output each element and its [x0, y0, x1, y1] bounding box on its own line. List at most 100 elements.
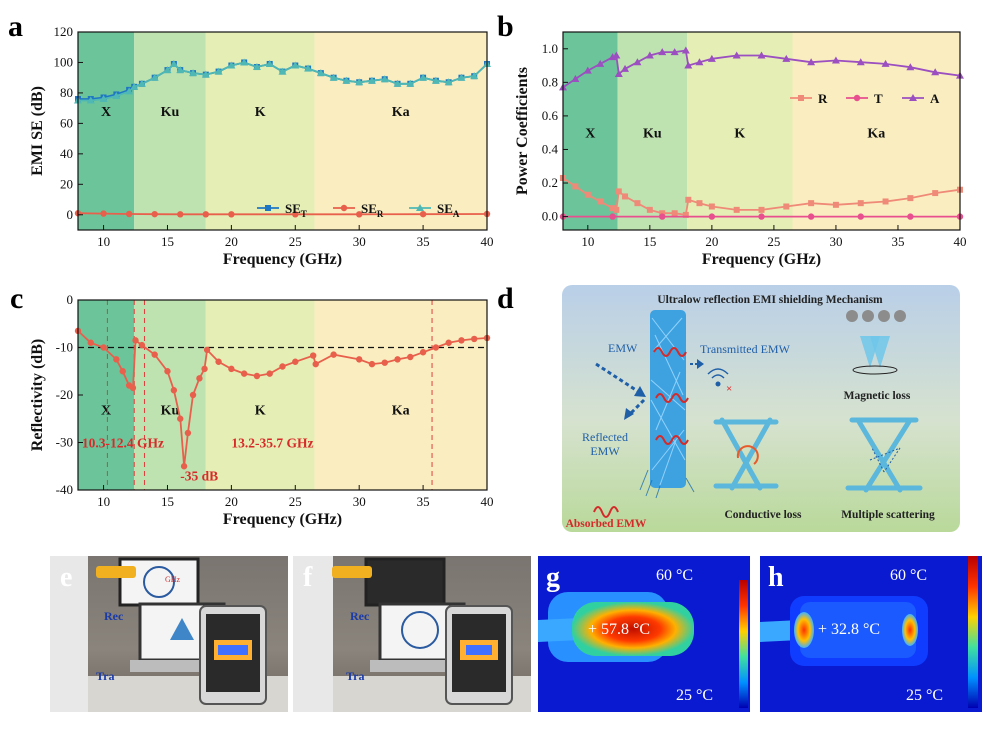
data-point [125, 87, 134, 95]
panel-letter-b: b [497, 10, 514, 43]
monitor-text: GHz [165, 575, 181, 584]
data-point [129, 384, 137, 392]
data-point [708, 203, 715, 210]
data-point [609, 205, 616, 212]
data-point [931, 68, 940, 76]
data-point [164, 368, 171, 375]
data-point [189, 69, 198, 77]
data-point [329, 73, 338, 81]
transmitted-label: Transmitted EMW [700, 342, 791, 356]
data-point [137, 79, 146, 87]
legend-label-2: A [930, 91, 940, 106]
data-point [309, 352, 317, 359]
hot-spot-left [794, 612, 814, 648]
data-point [645, 51, 654, 59]
thermal-g: + 57.8 °C 60 °C 25 °C g [538, 556, 750, 712]
data-point [184, 429, 192, 437]
band-label-k: K [255, 105, 266, 120]
y-tick-label: -30 [56, 435, 73, 450]
x-tick-label: 30 [353, 234, 366, 249]
data-point [613, 206, 620, 213]
band-label-k: K [255, 403, 266, 418]
y-tick-label: 0.2 [542, 175, 558, 190]
absorbed-wave-icon [593, 506, 619, 518]
data-point [881, 59, 890, 67]
data-point [394, 356, 401, 363]
x-tick-label: 20 [225, 494, 238, 509]
chart-b: X Ku K Ka 10 15 20 25 30 35 40 0.0 0.2 0.4 0.6 0.8 1.0 Fr… [514, 31, 967, 268]
x-tick-label: 15 [161, 234, 174, 249]
data-point [151, 351, 158, 358]
data-point [180, 463, 188, 470]
panel-letter-c: c [10, 282, 23, 315]
lab-coat [50, 556, 88, 712]
y-axis-label: Reflectivity (dB) [29, 339, 46, 451]
data-point [393, 79, 402, 87]
data-point [807, 58, 816, 66]
rec-label-e: Rec [104, 609, 124, 623]
band-k [687, 32, 793, 230]
data-point [572, 183, 579, 190]
x-tick-label: 30 [353, 494, 366, 509]
band-label-x: X [101, 105, 111, 120]
data-point [100, 210, 107, 217]
scattering-paths [869, 447, 901, 473]
thermal-g-colorbar [739, 580, 748, 708]
y-tick-label: 0 [67, 207, 74, 222]
data-point [368, 360, 376, 368]
data-point [932, 190, 939, 197]
reflected-label-2: EMW [590, 444, 620, 458]
data-point [150, 73, 159, 81]
band-label-ku: Ku [161, 105, 180, 120]
data-point [253, 372, 261, 380]
band-label-ka: Ka [392, 105, 410, 120]
data-point [419, 73, 428, 81]
data-point [571, 74, 580, 82]
data-point [304, 64, 313, 72]
photo-f: Rec Tra f [293, 556, 531, 712]
panel-letter-d: d [497, 282, 514, 315]
data-point [419, 349, 427, 356]
absorbed-label: Absorbed EMW [566, 518, 647, 530]
y-tick-label: 120 [54, 24, 74, 39]
thermal-h-min: 25 °C [906, 687, 943, 704]
cable [538, 618, 580, 642]
legend-label-base: SE [361, 201, 377, 216]
x-tick-label: 15 [643, 234, 656, 249]
data-point [355, 356, 363, 363]
legend-label-base: SE [437, 201, 453, 216]
x-tick-label: 10 [97, 494, 110, 509]
data-point [170, 387, 178, 394]
data-point [445, 339, 452, 346]
data-point [112, 91, 121, 99]
x-tick-label: 35 [417, 494, 430, 509]
emw-label: EMW [608, 341, 638, 355]
device-on-monitor [332, 566, 372, 578]
y-tick-label: -20 [56, 387, 73, 402]
data-point [381, 359, 388, 366]
x-tick-label: 20 [225, 234, 238, 249]
monitor [364, 557, 446, 607]
data-point [856, 58, 865, 66]
legend-label-1: SER [361, 201, 384, 219]
thermal-g-min: 25 °C [676, 687, 713, 704]
data-point [406, 79, 415, 87]
data-point [707, 54, 716, 62]
y-tick-label: 100 [54, 54, 74, 69]
x-tick-label: 35 [417, 234, 430, 249]
legend-label-base: SE [285, 201, 301, 216]
device-on-monitor [96, 566, 136, 578]
data-point [177, 211, 184, 218]
data-point [758, 206, 765, 213]
data-point [457, 73, 466, 81]
x-tick-label: 40 [481, 234, 494, 249]
data-point [215, 358, 222, 365]
legend-label-1: T [874, 91, 883, 106]
data-point [177, 415, 184, 422]
data-point [757, 51, 766, 59]
x-tick-label: 25 [289, 234, 302, 249]
data-point [407, 353, 414, 361]
y-tick-label: 60 [60, 115, 73, 130]
data-point [100, 344, 107, 351]
x-tick-label: 30 [829, 234, 842, 249]
